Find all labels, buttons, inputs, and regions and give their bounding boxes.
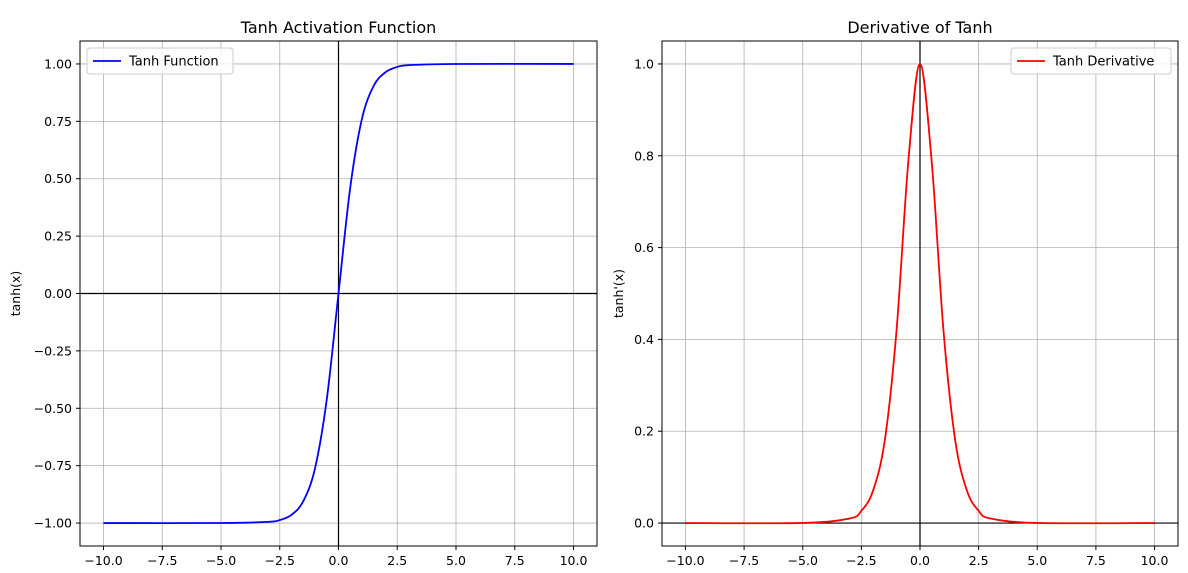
- y-tick-label: −1.00: [34, 516, 72, 531]
- x-tick-label: 5.0: [1027, 553, 1047, 568]
- series-line-0: [103, 62, 574, 525]
- y-tick-label: 0.25: [44, 229, 72, 244]
- y-axis-label: tanh'(x): [611, 269, 626, 318]
- x-tick-label: −10.0: [84, 553, 122, 568]
- x-tick-label: 7.5: [1086, 553, 1106, 568]
- x-tick-label: −5.0: [206, 553, 236, 568]
- y-tick-label: 0.6: [634, 240, 654, 255]
- x-tick-label: 7.5: [505, 553, 525, 568]
- x-tick-label: −2.5: [265, 553, 295, 568]
- y-tick-label: 1.00: [44, 56, 72, 71]
- x-tick-label: 2.5: [969, 553, 989, 568]
- x-tick-label: −5.0: [788, 553, 818, 568]
- legend-label: Tanh Derivative: [1052, 55, 1154, 70]
- y-tick-label: 1.0: [634, 56, 654, 71]
- x-tick-label: 0.0: [329, 553, 349, 568]
- y-tick-label: 0.50: [44, 171, 72, 186]
- x-tick-label: 10.0: [560, 553, 588, 568]
- x-tick-label: 10.0: [1141, 553, 1169, 568]
- y-tick-label: 0.2: [634, 424, 654, 439]
- chart-title: Derivative of Tanh: [847, 18, 992, 37]
- legend-box: [86, 47, 234, 75]
- y-tick-label: 0.00: [44, 286, 72, 301]
- legend-box: [1010, 47, 1172, 75]
- x-tick-label: 0.0: [910, 553, 930, 568]
- y-tick-label: −0.75: [34, 458, 72, 473]
- legend-label: Tanh Function: [128, 55, 219, 70]
- x-tick-label: 5.0: [446, 553, 466, 568]
- x-tick-label: −7.5: [147, 553, 177, 568]
- x-tick-label: −7.5: [729, 553, 759, 568]
- y-tick-label: 0.8: [634, 148, 654, 163]
- legend: Tanh Derivative: [1010, 47, 1172, 75]
- y-tick-label: −0.25: [34, 343, 72, 358]
- tanh-chart: Tanh Activation Function −10.0 −7.5 −5.0 −2.…: [8, 18, 598, 568]
- legend: Tanh Function: [86, 47, 234, 75]
- series-line-0: [685, 63, 1155, 525]
- y-axis-label: tanh(x): [8, 271, 23, 317]
- y-tick-label: 0.4: [634, 332, 654, 347]
- chart-title: Tanh Activation Function: [240, 18, 437, 37]
- y-tick-label: 0.0: [634, 516, 654, 531]
- x-tick-label: −10.0: [666, 553, 704, 568]
- y-tick-label: −0.50: [34, 401, 72, 416]
- tanh-derivative-chart: Derivative of Tanh −10.0 −7.5 −5.0 −2.5 0.0 2.…: [611, 18, 1179, 568]
- x-tick-label: −2.5: [846, 553, 876, 568]
- y-tick-label: 0.75: [44, 114, 72, 129]
- x-tick-label: 2.5: [387, 553, 407, 568]
